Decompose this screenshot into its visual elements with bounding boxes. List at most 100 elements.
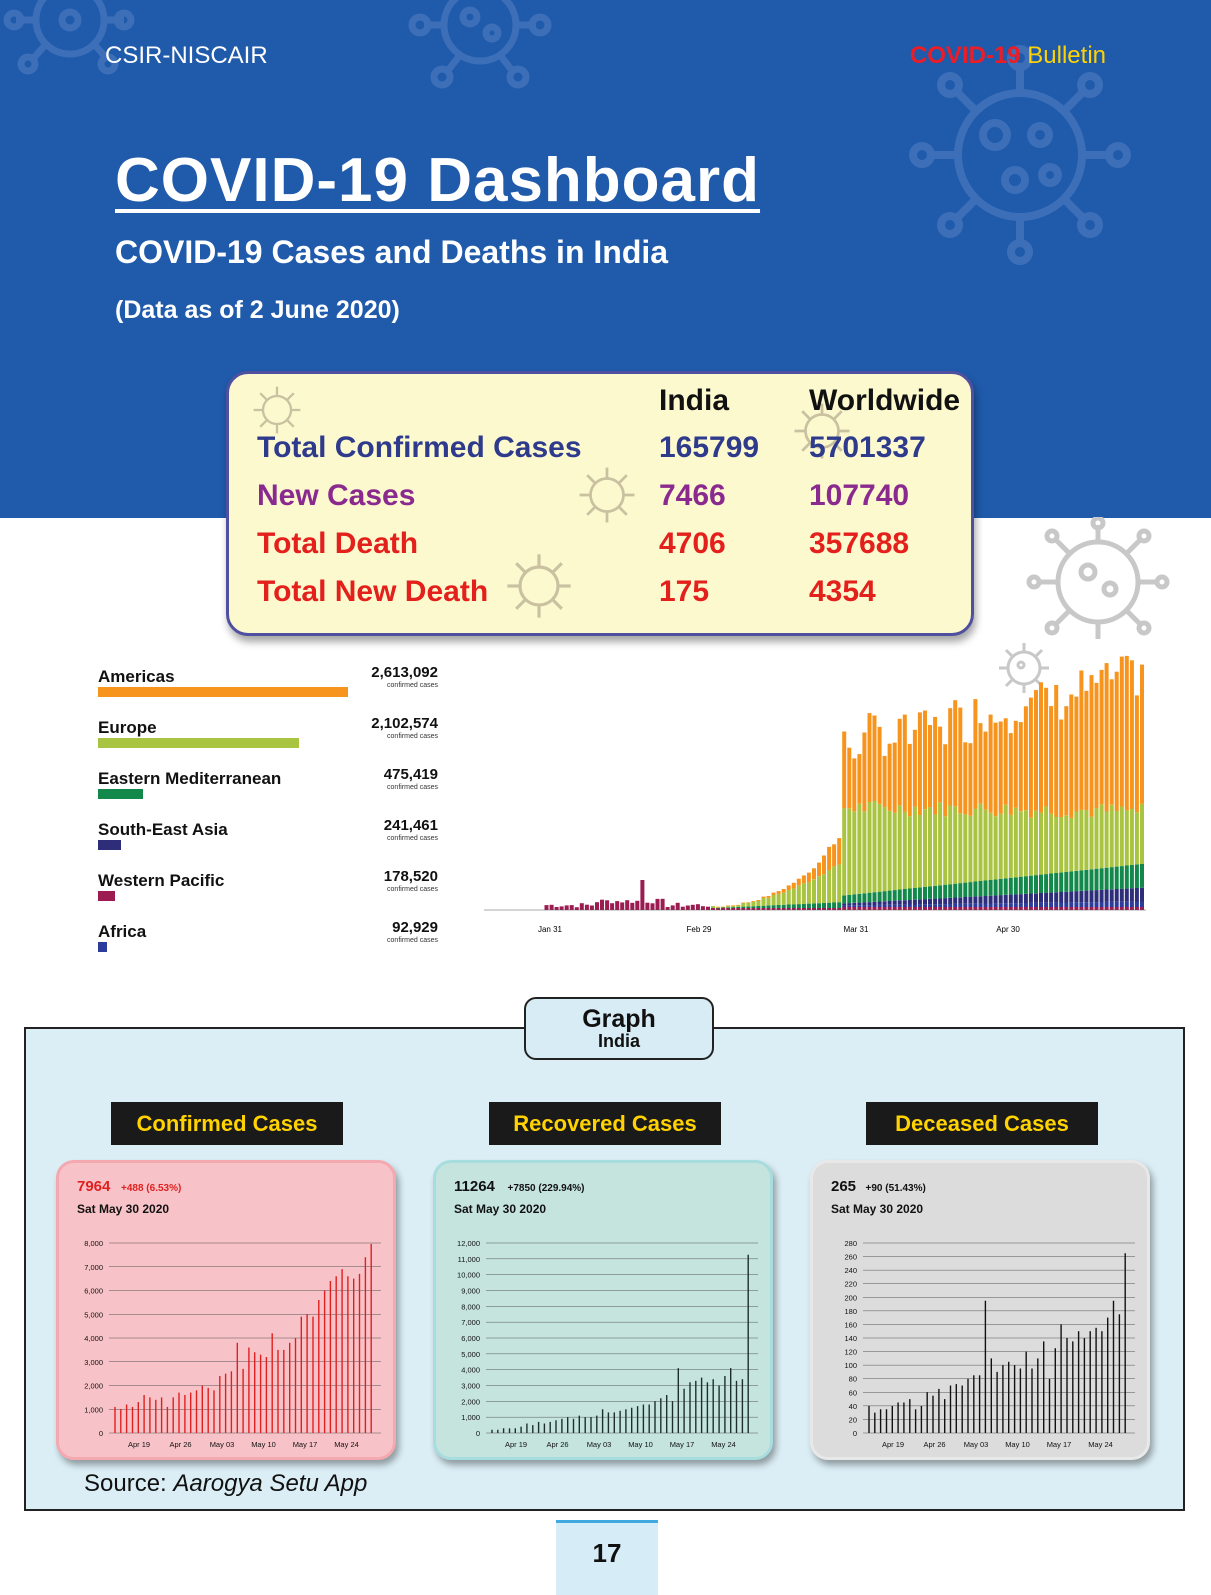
world-bar-segment: [716, 907, 721, 909]
region-value: 475,419: [383, 766, 438, 783]
headline-change: +488 (6.53%): [121, 1183, 181, 1194]
region-value: 241,461: [383, 817, 438, 834]
world-bar-segment: [756, 900, 761, 901]
world-bar-segment: [1099, 804, 1104, 869]
world-bar-segment: [1079, 809, 1084, 871]
world-bar-segment: [872, 901, 877, 905]
world-bar-segment: [600, 899, 604, 910]
world-bar-segment: [998, 878, 1003, 896]
world-bar-segment: [917, 904, 922, 907]
world-bar-segment: [867, 902, 872, 906]
world-bar-segment: [1049, 907, 1054, 910]
world-bar-segment: [953, 700, 958, 807]
world-bar-segment: [983, 809, 988, 881]
world-bar-segment: [716, 908, 721, 910]
row-label: Total New Death: [257, 575, 489, 608]
world-bar-segment: [857, 803, 862, 894]
world-bar-segment: [973, 699, 978, 809]
world-bar-segment: [923, 809, 927, 887]
world-bar-segment: [751, 908, 756, 910]
y-tick-label: 3,000: [461, 1382, 480, 1391]
world-bar-segment: [943, 907, 948, 910]
world-bar-segment: [963, 882, 968, 897]
world-bar-segment: [923, 907, 927, 910]
world-bar-segment: [953, 883, 958, 898]
headline-date: Sat May 30 2020: [831, 1202, 923, 1216]
world-bar-segment: [822, 874, 826, 903]
region-value: 2,102,574: [371, 715, 438, 732]
world-bar-segment: [912, 907, 917, 910]
world-bar-segment: [852, 811, 857, 895]
headline-value: 265: [831, 1178, 856, 1195]
world-bar-segment: [852, 907, 857, 910]
world-bar-segment: [1084, 869, 1089, 891]
world-bar-segment: [786, 890, 791, 905]
region-bar: [98, 687, 348, 697]
virus-icon: [999, 643, 1049, 693]
region-bar: [98, 942, 107, 952]
world-bar-segment: [847, 808, 852, 895]
world-bar-segment: [1129, 907, 1134, 910]
world-bar-segment: [796, 878, 801, 886]
world-bar-segment: [1119, 888, 1124, 902]
row-total-death: Total Death 4706 357688: [257, 527, 957, 571]
world-bar-segment: [731, 907, 736, 908]
world-bar-segment: [786, 904, 791, 908]
world-bar-segment: [1114, 671, 1119, 811]
world-bar-segment: [837, 908, 842, 910]
world-bar-segment: [554, 907, 559, 910]
bulletin-red: COVID-19: [909, 42, 1021, 69]
virus-icon: [579, 467, 635, 523]
x-tick-label: May 03: [210, 1440, 235, 1449]
world-bar-segment: [933, 907, 938, 910]
world-bar-segment: [595, 902, 599, 910]
headline-change: +7850 (229.94%): [508, 1183, 585, 1194]
deceased-cases-card: 265 +90 (51.43%) Sat May 30 2020 0 20 40 60 80 1…: [810, 1160, 1150, 1460]
world-bar-segment: [1094, 868, 1099, 890]
world-bar-segment: [998, 721, 1003, 814]
world-bar-segment: [1109, 901, 1114, 907]
world-bar-segment: [988, 714, 993, 813]
world-bar-segment: [852, 905, 857, 907]
world-bar-segment: [1059, 816, 1064, 873]
world-bar-segment: [1109, 889, 1114, 902]
world-bar-segment: [716, 906, 721, 908]
world-bar-segment: [1059, 902, 1064, 907]
y-tick-label: 180: [844, 1307, 857, 1316]
world-bar-segment: [1099, 868, 1104, 890]
world-bar-segment: [806, 903, 811, 908]
world-bar-segment: [1089, 907, 1094, 910]
world-bar-segment: [1039, 902, 1043, 907]
world-bar-segment: [1104, 867, 1109, 890]
world-bar-segment: [695, 904, 700, 910]
world-bar-segment: [1104, 663, 1109, 812]
y-tick-label: 160: [844, 1320, 857, 1329]
y-tick-label: 240: [844, 1266, 857, 1275]
graph-tag: Graph India: [524, 997, 714, 1060]
world-bar-segment: [897, 900, 902, 905]
world-bar-segment: [998, 907, 1003, 910]
world-bar-segment: [1069, 907, 1074, 910]
y-tick-label: 0: [99, 1429, 103, 1438]
world-bar-segment: [1008, 907, 1013, 910]
world-bar-segment: [943, 816, 948, 885]
world-bar-segment: [544, 905, 549, 910]
world-bar-segment: [761, 897, 766, 906]
world-bar-segment: [928, 904, 932, 907]
world-bar-segment: [887, 904, 892, 907]
world-bar-segment: [938, 904, 943, 907]
world-bar-segment: [963, 897, 968, 904]
world-bar-segment: [867, 892, 872, 902]
world-bar-segment: [1044, 907, 1049, 910]
world-bar-segment: [877, 891, 882, 902]
world-bar-segment: [1094, 808, 1099, 869]
region-value: 92,929: [392, 919, 438, 936]
world-bar-segment: [806, 908, 811, 910]
world-bar-segment: [907, 899, 912, 905]
world-bar-segment: [978, 903, 983, 907]
world-bar-segment: [1054, 817, 1059, 873]
world-bar-segment: [1023, 876, 1028, 894]
row-total-confirmed: Total Confirmed Cases 165799 5701337: [257, 431, 957, 475]
world-bar-segment: [912, 887, 917, 900]
world-bar-segment: [857, 905, 862, 907]
